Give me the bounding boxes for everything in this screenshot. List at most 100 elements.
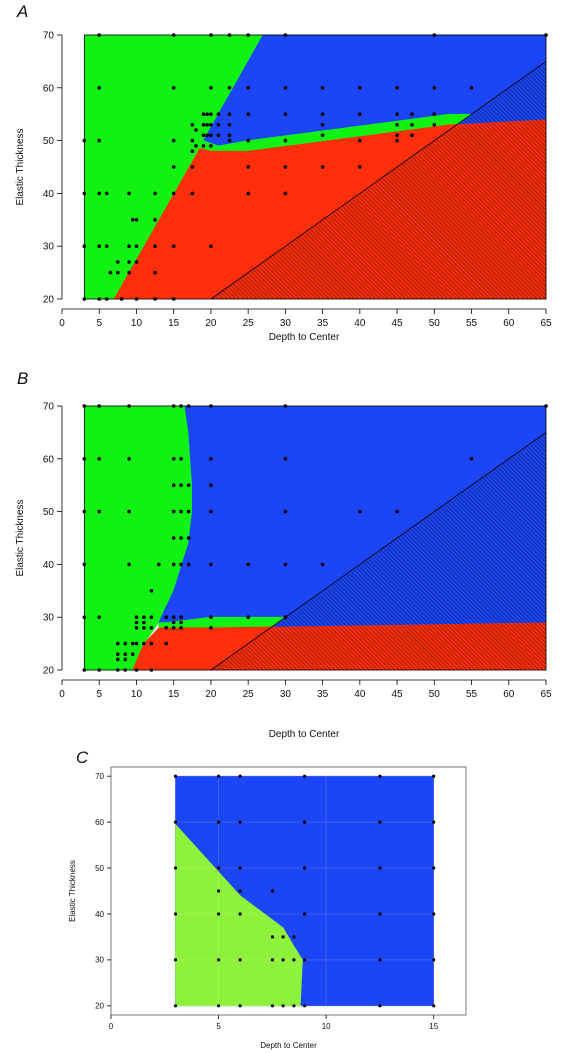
data-point: [97, 191, 101, 196]
data-point: [179, 626, 183, 630]
data-point: [149, 615, 154, 619]
data-point: [432, 866, 436, 870]
data-point: [432, 86, 437, 90]
data-point: [173, 866, 178, 870]
data-point: [209, 112, 213, 116]
x-tick-label: 60: [503, 318, 515, 329]
data-point: [186, 483, 191, 488]
data-point: [97, 509, 101, 514]
data-point: [238, 912, 242, 916]
data-point: [395, 123, 399, 127]
data-point: [186, 536, 191, 540]
data-point: [270, 935, 274, 939]
data-point: [303, 866, 307, 870]
x-tick-label: 55: [466, 318, 478, 329]
data-point: [153, 191, 157, 196]
data-point: [320, 112, 325, 116]
data-point: [469, 86, 474, 90]
x-axis-title: Depth to Center: [269, 332, 340, 343]
data-point: [116, 652, 120, 656]
plot-frame: [110, 766, 467, 1016]
y-tick-label: 70: [43, 402, 55, 413]
y-tick-label: 40: [43, 189, 55, 200]
data-point: [270, 1004, 274, 1008]
data-point: [127, 509, 131, 514]
data-point: [186, 562, 191, 567]
data-point: [142, 620, 146, 625]
data-point: [123, 641, 128, 646]
data-point: [432, 820, 436, 824]
data-point: [201, 123, 206, 127]
data-point: [283, 86, 288, 90]
data-point: [171, 483, 176, 488]
data-point: [227, 112, 232, 116]
y-tick-label: 50: [43, 507, 55, 518]
data-point: [97, 615, 101, 619]
data-point: [283, 615, 288, 619]
data-point: [134, 218, 139, 222]
data-point: [190, 191, 195, 196]
data-point: [179, 615, 183, 619]
data-point: [179, 620, 183, 625]
data-point: [201, 144, 206, 148]
x-tick-label: 55: [466, 689, 478, 700]
y-axis-title: Elastic Thickness: [15, 128, 26, 205]
data-point: [173, 774, 178, 778]
data-point: [209, 457, 213, 461]
data-point: [194, 128, 198, 132]
data-point: [134, 641, 139, 646]
data-point: [149, 641, 154, 646]
data-point: [283, 165, 288, 169]
panel-letter-b: B: [17, 369, 29, 388]
data-point: [134, 620, 139, 625]
data-point: [432, 912, 436, 916]
data-point: [130, 652, 135, 656]
data-point: [410, 123, 414, 127]
data-point: [270, 889, 274, 893]
x-tick-label: 5: [96, 689, 102, 700]
data-point: [153, 244, 157, 248]
data-point: [281, 958, 285, 962]
data-point: [123, 657, 128, 662]
data-point: [142, 641, 146, 646]
x-tick-label: 15: [168, 689, 180, 700]
data-point: [153, 270, 157, 275]
x-tick-label: 35: [317, 318, 329, 329]
y-tick-label: 70: [95, 772, 104, 781]
x-tick-label: 45: [392, 689, 404, 700]
data-point: [173, 820, 178, 824]
plot-frame: [83, 405, 547, 671]
data-point: [270, 958, 274, 962]
data-point: [358, 165, 362, 169]
data-point: [432, 774, 436, 778]
data-point: [209, 509, 213, 514]
data-point: [179, 509, 183, 514]
data-point: [358, 509, 362, 514]
data-point: [320, 123, 325, 127]
y-tick-label: 20: [43, 295, 55, 306]
data-point: [171, 615, 176, 619]
data-point: [227, 123, 232, 127]
data-point: [134, 244, 139, 248]
hatch-boundary-line: [210, 61, 547, 300]
data-point: [171, 165, 176, 169]
x-axis-title: Depth to Center: [269, 729, 340, 740]
data-point: [320, 133, 325, 138]
data-point: [127, 244, 131, 248]
data-point: [104, 191, 109, 196]
data-point: [97, 86, 101, 90]
data-point: [209, 615, 213, 619]
data-point: [303, 1004, 307, 1008]
data-point: [171, 509, 176, 514]
data-point: [171, 191, 176, 196]
x-tick-label: 20: [205, 318, 217, 329]
y-tick-label: 60: [43, 454, 55, 465]
data-point: [238, 1004, 242, 1008]
panel-letter-c: C: [76, 748, 89, 767]
data-point: [378, 1004, 382, 1008]
data-point: [130, 218, 135, 222]
x-tick-label: 25: [243, 318, 255, 329]
data-point: [246, 615, 250, 619]
data-point: [216, 112, 221, 116]
data-point: [190, 123, 195, 127]
